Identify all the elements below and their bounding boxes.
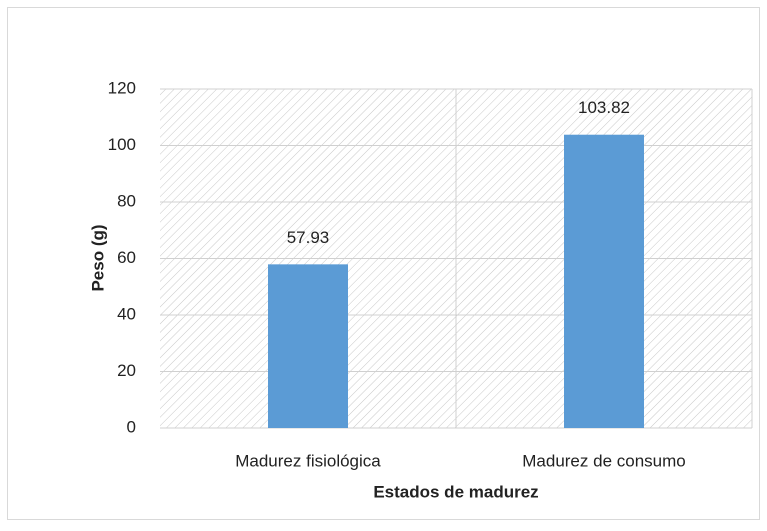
x-tick-label: Madurez fisiológica [235, 451, 381, 470]
bar [268, 264, 348, 428]
bar [564, 134, 644, 428]
data-label: 57.93 [287, 228, 330, 247]
data-label: 103.82 [578, 98, 630, 117]
y-tick-label: 80 [117, 191, 136, 210]
y-tick-label: 120 [108, 78, 136, 97]
y-tick-label: 60 [117, 248, 136, 267]
y-tick-label: 20 [117, 361, 136, 380]
y-tick-label: 100 [108, 135, 136, 154]
y-tick-label: 0 [127, 417, 136, 436]
x-tick-label: Madurez de consumo [522, 451, 685, 470]
y-axis-title: Peso (g) [88, 224, 107, 291]
y-tick-label: 40 [117, 304, 136, 323]
x-axis-title: Estados de madurez [373, 482, 538, 501]
